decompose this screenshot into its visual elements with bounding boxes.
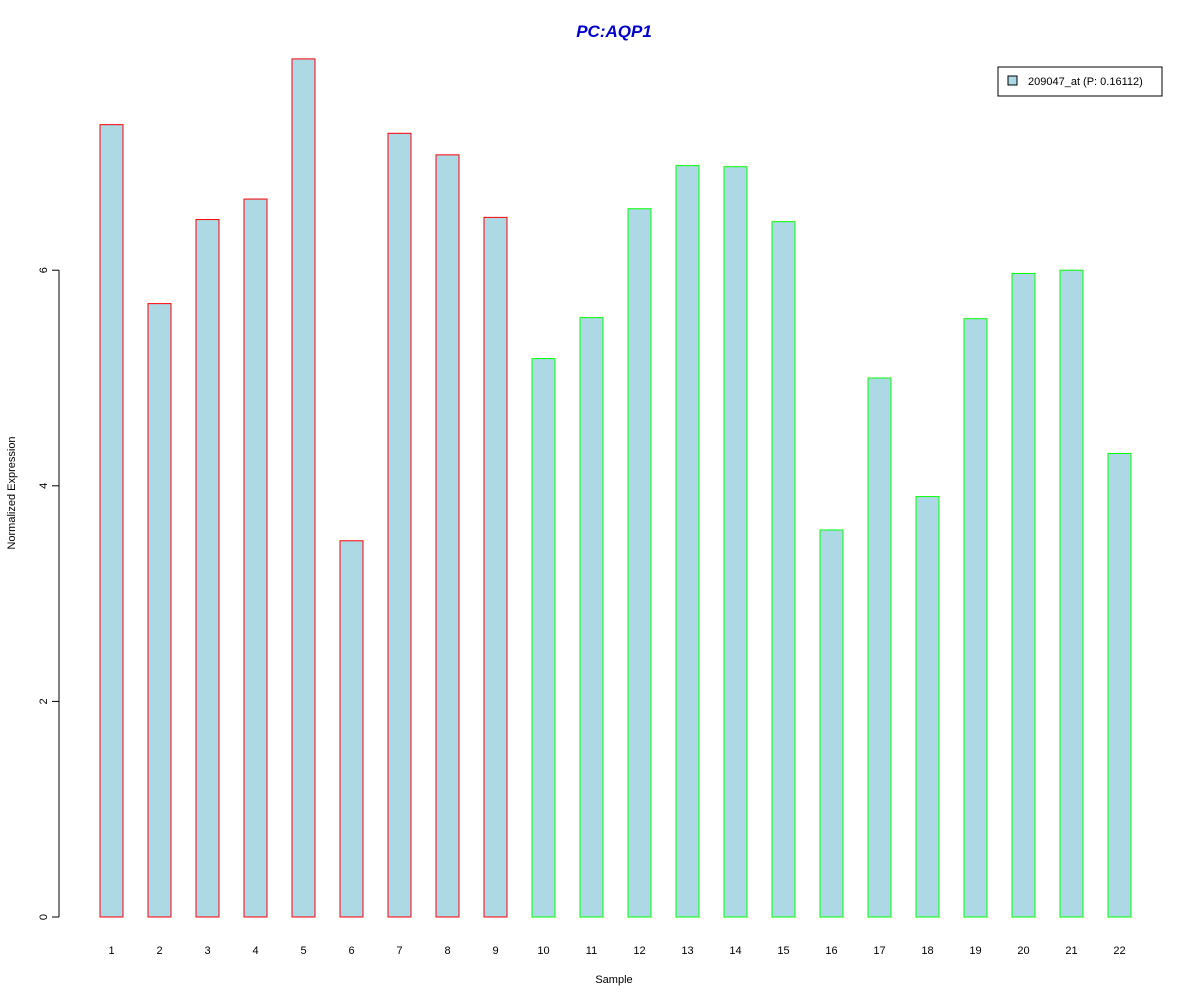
x-tick-label: 4 bbox=[252, 945, 258, 957]
x-tick-label: 19 bbox=[969, 945, 981, 957]
x-tick-label: 12 bbox=[633, 945, 645, 957]
bar-17 bbox=[867, 377, 892, 918]
bar-11 bbox=[579, 317, 604, 918]
bar-7 bbox=[387, 132, 412, 918]
x-tick-label: 22 bbox=[1113, 945, 1125, 957]
x-tick-label: 10 bbox=[537, 945, 549, 957]
x-tick-label: 15 bbox=[777, 945, 789, 957]
x-tick-label: 8 bbox=[444, 945, 450, 957]
y-tick-label: 6 bbox=[38, 267, 50, 273]
y-tick-label: 0 bbox=[38, 914, 50, 920]
chart-title: PC:AQP1 bbox=[576, 22, 652, 41]
bar-12 bbox=[627, 208, 652, 918]
bar-15 bbox=[771, 221, 796, 918]
x-tick-label: 20 bbox=[1017, 945, 1029, 957]
x-tick-labels: 1 2 3 4 5 6 7 8 9 10 11 12 13 14 15 16 17 18 19 20 21 22 bbox=[108, 945, 1125, 957]
bars bbox=[99, 58, 1132, 918]
x-tick-label: 1 bbox=[108, 945, 114, 957]
x-axis-label: Sample bbox=[595, 974, 632, 986]
y-axis: 0 2 4 6 bbox=[38, 267, 60, 920]
bar-16 bbox=[819, 529, 844, 918]
y-tick-label: 2 bbox=[38, 698, 50, 704]
bar-8 bbox=[435, 154, 460, 918]
x-tick-label: 14 bbox=[729, 945, 741, 957]
legend-box bbox=[997, 66, 1163, 97]
bar-1 bbox=[99, 124, 124, 918]
x-tick-label: 18 bbox=[921, 945, 933, 957]
bar-5 bbox=[291, 58, 316, 918]
bar-3 bbox=[195, 219, 220, 918]
bar-18 bbox=[915, 496, 940, 918]
x-tick-label: 7 bbox=[396, 945, 402, 957]
x-tick-label: 3 bbox=[204, 945, 210, 957]
bar-14 bbox=[723, 166, 748, 918]
bar-22 bbox=[1107, 452, 1132, 918]
x-tick-label: 16 bbox=[825, 945, 837, 957]
legend-label: 209047_at (P: 0.16112) bbox=[1028, 76, 1143, 88]
legend-swatch bbox=[1007, 75, 1018, 86]
x-tick-label: 17 bbox=[873, 945, 885, 957]
bar-4 bbox=[243, 198, 268, 918]
bar-9 bbox=[483, 216, 508, 918]
bar-19 bbox=[963, 318, 988, 918]
bar-21 bbox=[1059, 269, 1084, 918]
legend: 209047_at (P: 0.16112) bbox=[997, 66, 1163, 97]
bar-13 bbox=[675, 165, 700, 918]
bar-20 bbox=[1011, 272, 1036, 918]
bar-10 bbox=[531, 358, 556, 918]
x-tick-label: 9 bbox=[492, 945, 498, 957]
x-tick-label: 2 bbox=[156, 945, 162, 957]
x-tick-label: 5 bbox=[300, 945, 306, 957]
x-tick-label: 21 bbox=[1065, 945, 1077, 957]
y-tick-label: 4 bbox=[38, 483, 50, 489]
x-tick-label: 6 bbox=[348, 945, 354, 957]
y-axis-label: Normalized Expression bbox=[6, 436, 18, 549]
bar-2 bbox=[147, 303, 172, 918]
bar-6 bbox=[339, 540, 364, 918]
x-tick-label: 11 bbox=[586, 945, 597, 957]
x-tick-label: 13 bbox=[681, 945, 693, 957]
